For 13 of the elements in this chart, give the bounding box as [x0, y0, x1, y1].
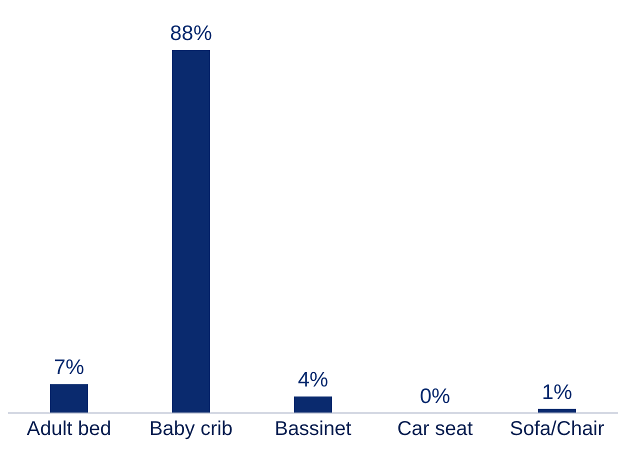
- x-tick-label: Adult bed: [26, 418, 112, 440]
- bar: [172, 50, 210, 413]
- x-tick-label: Bassinet: [274, 418, 352, 440]
- data-label: 0%: [420, 385, 450, 408]
- data-label: 1%: [542, 380, 572, 404]
- data-label: 4%: [298, 368, 328, 392]
- bar: [294, 396, 332, 413]
- x-tick-label: Baby crib: [149, 418, 233, 440]
- data-label: 7%: [54, 356, 84, 380]
- data-label: 88%: [170, 22, 212, 45]
- x-tick-label: Car seat: [397, 418, 474, 440]
- x-tick-label: Sofa/Chair: [510, 418, 605, 440]
- bar: [50, 384, 88, 413]
